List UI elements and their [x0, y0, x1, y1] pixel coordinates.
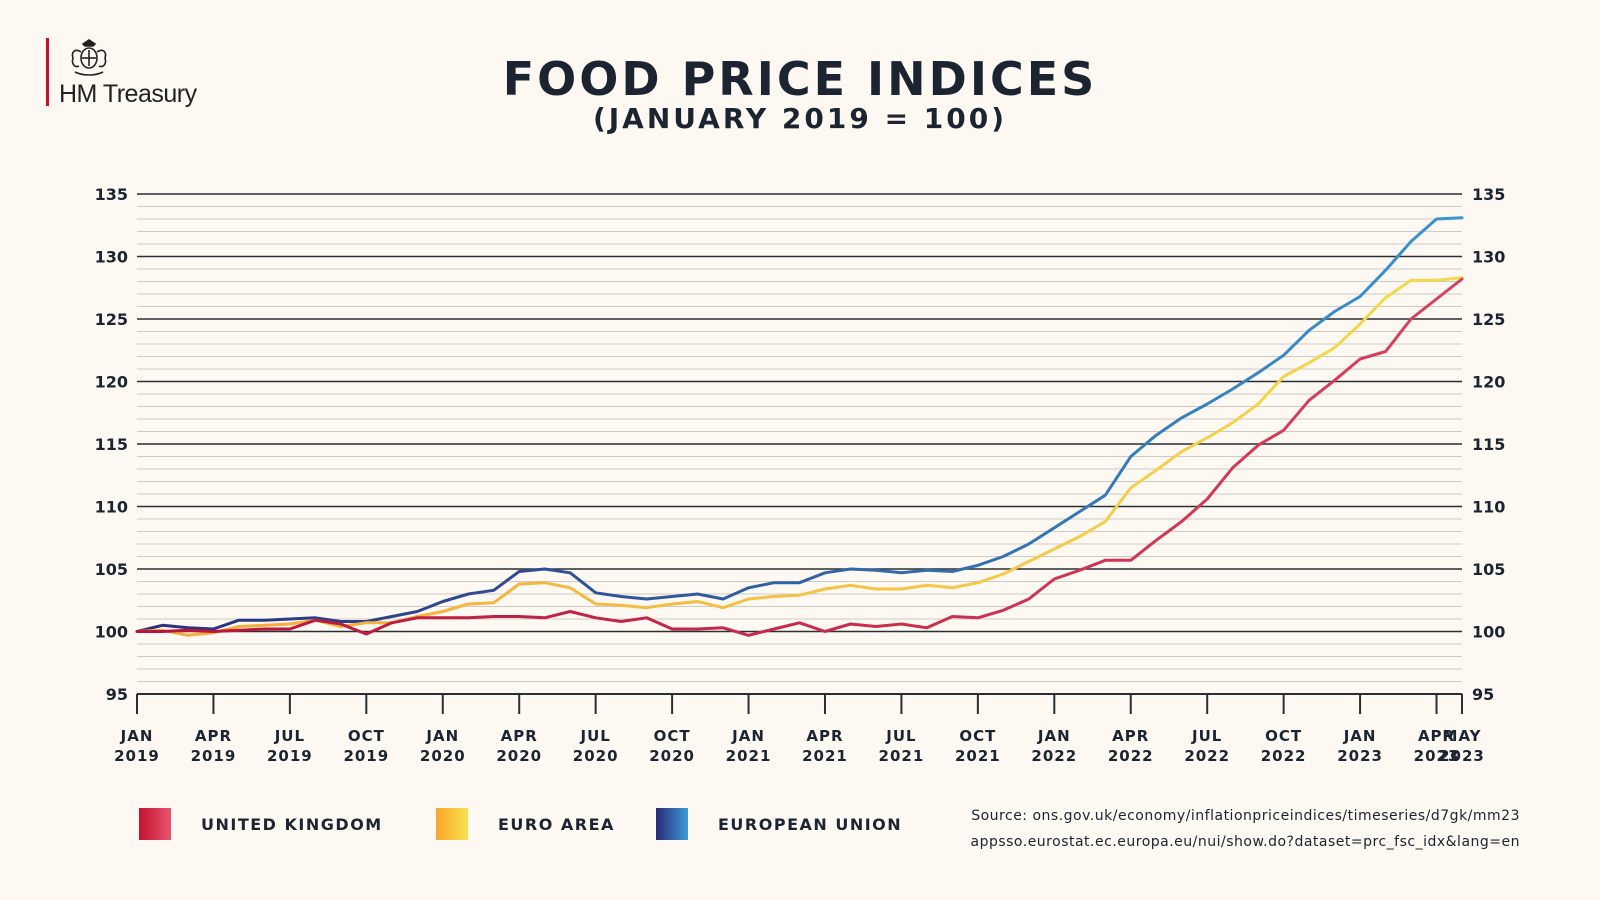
x-tick-label-year: 2020	[496, 747, 542, 765]
x-tick-label-year: 2021	[802, 747, 848, 765]
series-line-eu	[135, 216, 1464, 633]
x-tick-label-year: 2022	[1261, 747, 1307, 765]
x-tick-label-year: 2023	[1439, 747, 1485, 765]
y-tick-label-left: 110	[95, 498, 128, 517]
y-tick-label-left: 115	[95, 435, 128, 454]
x-tick-label-month: JUL	[579, 727, 610, 745]
legend-label-euro-area: EURO AREA	[498, 814, 615, 834]
minor-gridlines	[137, 206, 1462, 682]
x-tick-label-year: 2019	[267, 747, 313, 765]
x-tick-label-year: 2022	[1108, 747, 1154, 765]
x-axis: JAN 2019 APR 2019 JUL 2019 OCT 2019 JAN 2020 APR 20…	[114, 693, 1485, 765]
y-tick-label-right: 120	[1472, 373, 1505, 392]
y-tick-label-right: 105	[1472, 560, 1505, 579]
y-tick-label-right: 95	[1472, 685, 1494, 704]
legend-item-euro-area: EURO AREA	[436, 806, 615, 842]
x-tick-label-month: OCT	[348, 727, 385, 745]
series-lines	[135, 216, 1464, 637]
x-tick-label-year: 2021	[879, 747, 925, 765]
legend-swatch-euro-area	[436, 808, 468, 840]
x-tick-label-month: APR	[1112, 727, 1149, 745]
major-gridlines	[137, 193, 1462, 633]
y-tick-label-right: 130	[1472, 248, 1505, 267]
legend-swatch-eu	[656, 808, 688, 840]
y-tick-label-left: 100	[95, 623, 128, 642]
x-tick-label-month: APR	[501, 727, 538, 745]
series-line-uk	[135, 277, 1464, 637]
source-line-1: Source: ons.gov.uk/economy/inflationpric…	[971, 808, 1520, 824]
org-name: HM Treasury	[59, 80, 197, 108]
x-tick-label-month: MAY	[1443, 727, 1482, 745]
x-tick-label-month: JAN	[1037, 727, 1071, 745]
x-tick-label-year: 2021	[726, 747, 772, 765]
x-tick-label-month: APR	[1418, 727, 1455, 745]
y-tick-label-right: 115	[1472, 435, 1505, 454]
x-tick-label-year: 2020	[649, 747, 695, 765]
legend-label-eu: EUROPEAN UNION	[718, 814, 903, 834]
y-axis-labels: 95 95 100 100 105 105 110 110 115 115 120 120 125 125…	[95, 185, 1506, 704]
y-tick-label-right: 125	[1472, 310, 1505, 329]
x-tick-label-year: 2019	[343, 747, 389, 765]
series-line-euro-area	[135, 276, 1464, 637]
x-tick-label-month: JUL	[1191, 727, 1222, 745]
legend-item-uk: UNITED KINGDOM	[139, 806, 383, 842]
x-tick-label-month: JAN	[1343, 727, 1377, 745]
y-tick-label-left: 120	[95, 373, 128, 392]
x-tick-label-year: 2020	[573, 747, 619, 765]
legend-label-uk: UNITED KINGDOM	[201, 814, 383, 834]
x-tick-label-year: 2022	[1031, 747, 1077, 765]
x-tick-label-month: OCT	[1265, 727, 1302, 745]
hm-treasury-logo: HM Treasury	[46, 38, 197, 108]
y-tick-label-right: 110	[1472, 498, 1505, 517]
x-tick-label-month: JAN	[731, 727, 765, 745]
y-tick-label-left: 125	[95, 310, 128, 329]
x-tick-label-year: 2022	[1184, 747, 1230, 765]
y-tick-label-left: 135	[95, 185, 128, 204]
x-tick-label-month: APR	[195, 727, 232, 745]
x-tick-label-year: 2020	[420, 747, 466, 765]
x-tick-label-month: APR	[806, 727, 843, 745]
royal-crest-icon	[71, 39, 107, 76]
y-tick-label-left: 105	[95, 560, 128, 579]
legend-swatch-uk	[139, 808, 171, 840]
page-subtitle: (JANUARY 2019 = 100)	[592, 102, 1008, 135]
x-tick-label-month: JAN	[120, 727, 154, 745]
x-tick-label-year: 2019	[114, 747, 160, 765]
legend-item-eu: EUROPEAN UNION	[656, 806, 902, 842]
page-title: FOOD PRICE INDICES	[502, 52, 1098, 106]
x-tick-label-month: OCT	[654, 727, 691, 745]
x-tick-label-month: JUL	[274, 727, 305, 745]
x-tick-label-year: 2023	[1337, 747, 1383, 765]
x-tick-label-year: 2019	[191, 747, 237, 765]
y-tick-label-right: 135	[1472, 185, 1505, 204]
x-tick-label-year: 2023	[1414, 747, 1460, 765]
logo-accent-bar	[46, 38, 49, 106]
x-tick-label-month: OCT	[959, 727, 996, 745]
x-tick-label-month: JUL	[885, 727, 916, 745]
x-tick-label-year: 2021	[955, 747, 1001, 765]
source-line-2: appsso.eurostat.ec.europa.eu/nui/show.do…	[970, 834, 1520, 850]
x-tick-label-month: JAN	[425, 727, 459, 745]
y-tick-label-left: 95	[106, 685, 128, 704]
y-tick-label-left: 130	[95, 248, 128, 267]
y-tick-label-right: 100	[1472, 623, 1505, 642]
